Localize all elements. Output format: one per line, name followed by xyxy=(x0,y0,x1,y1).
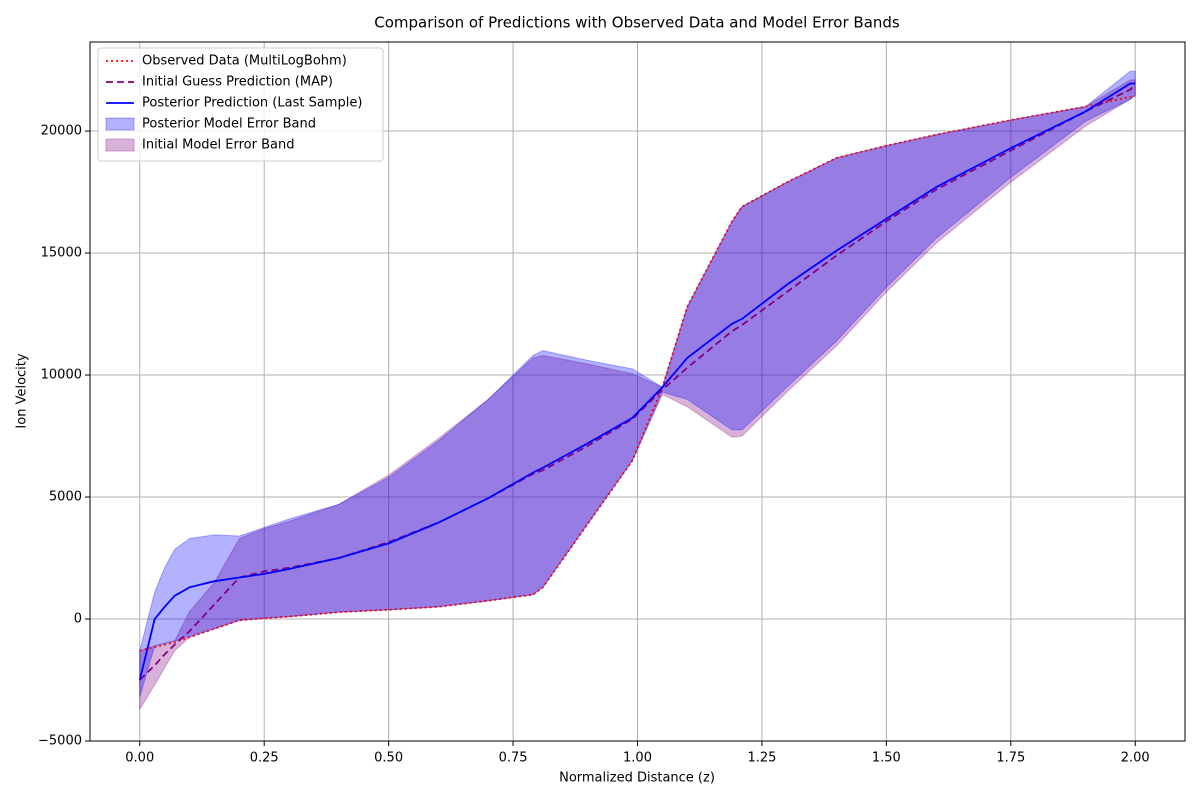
legend-label: Initial Model Error Band xyxy=(142,138,294,153)
x-tick-label: 0.25 xyxy=(250,751,279,766)
x-tick-label: 1.75 xyxy=(996,751,1025,766)
x-tick-label: 1.00 xyxy=(623,751,652,766)
x-tick-label: 2.00 xyxy=(1121,751,1150,766)
legend-swatch xyxy=(105,117,135,131)
plot-frame xyxy=(89,41,1186,742)
series-line xyxy=(139,94,1136,652)
x-tick-label: 0.75 xyxy=(499,751,528,766)
x-tick-label: 0.50 xyxy=(374,751,403,766)
x-axis-label: Normalized Distance (z) xyxy=(559,771,715,786)
y-tick-label: 5000 xyxy=(49,490,82,505)
x-tick-label: 0.00 xyxy=(125,751,154,766)
legend-label: Posterior Model Error Band xyxy=(142,117,316,132)
legend: Observed Data (MultiLogBohm) Initial Gues… xyxy=(97,47,384,162)
legend-label: Posterior Prediction (Last Sample) xyxy=(142,96,362,111)
y-tick-label: 20000 xyxy=(41,124,82,139)
y-tick-label: 15000 xyxy=(41,246,82,261)
x-tick-label: 1.50 xyxy=(872,751,901,766)
series-line xyxy=(138,82,1136,681)
legend-label: Initial Guess Prediction (MAP) xyxy=(142,75,333,90)
series-line xyxy=(139,84,1136,681)
y-tick-label: 10000 xyxy=(41,368,82,383)
y-axis-label: Ion Velocity xyxy=(15,353,30,428)
y-tick-label: −5000 xyxy=(38,734,82,749)
legend-box xyxy=(97,47,384,162)
x-tick-label: 1.25 xyxy=(747,751,776,766)
chart-title: Comparison of Predictions with Observed … xyxy=(374,14,900,32)
legend-swatch xyxy=(105,138,135,152)
legend-label: Observed Data (MultiLogBohm) xyxy=(142,54,347,69)
y-tick-label: 0 xyxy=(74,612,82,627)
